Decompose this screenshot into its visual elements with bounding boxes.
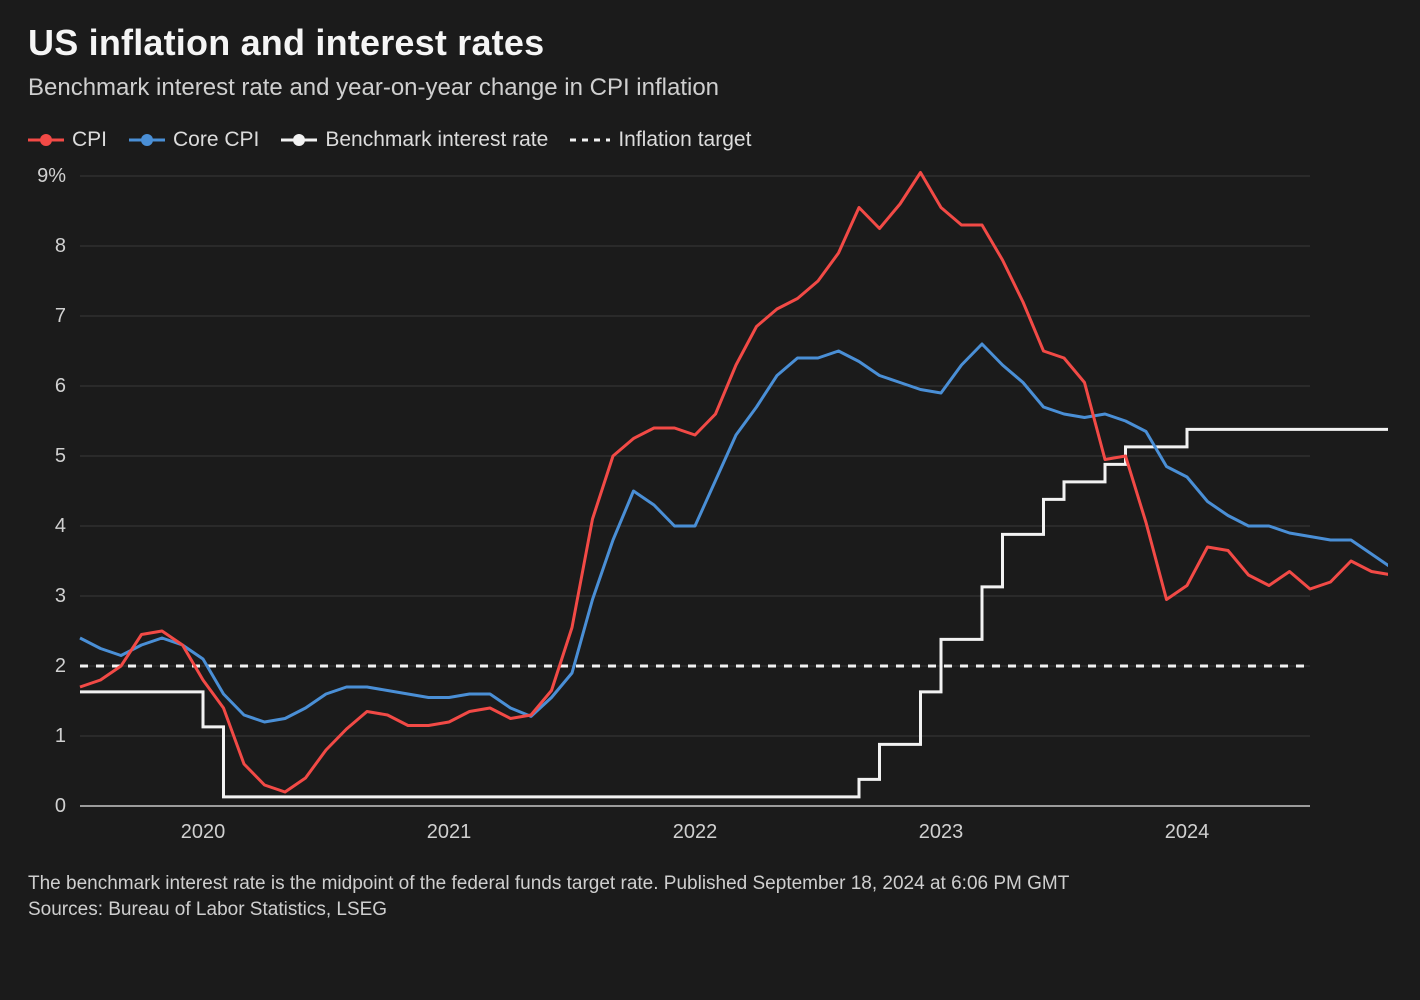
legend-swatch-rate (281, 133, 317, 147)
legend-label-core: Core CPI (173, 128, 259, 152)
legend-item-cpi: CPI (28, 128, 107, 152)
chart-svg: 0123456789%202020212022202320244.883.22.… (28, 166, 1388, 850)
legend-label-target: Inflation target (618, 128, 751, 152)
svg-text:4: 4 (55, 515, 66, 537)
svg-text:1: 1 (55, 725, 66, 747)
svg-text:8: 8 (55, 235, 66, 257)
note-line-1: The benchmark interest rate is the midpo… (28, 871, 1392, 897)
legend-swatch-core (129, 133, 165, 147)
chart-title: US inflation and interest rates (28, 22, 1392, 64)
svg-text:2: 2 (55, 655, 66, 677)
legend-item-core: Core CPI (129, 128, 259, 152)
svg-text:2024: 2024 (1165, 821, 1210, 843)
legend-swatch-cpi (28, 133, 64, 147)
note-line-2: Sources: Bureau of Labor Statistics, LSE… (28, 897, 1392, 923)
svg-text:6: 6 (55, 375, 66, 397)
svg-text:3: 3 (55, 585, 66, 607)
legend-item-rate: Benchmark interest rate (281, 128, 548, 152)
svg-text:2022: 2022 (673, 821, 718, 843)
svg-text:7: 7 (55, 305, 66, 327)
svg-text:2021: 2021 (427, 821, 472, 843)
svg-text:0: 0 (55, 795, 66, 817)
legend-swatch-target (570, 133, 610, 147)
legend-item-target: Inflation target (570, 128, 751, 152)
chart-subtitle: Benchmark interest rate and year-on-year… (28, 74, 1392, 102)
legend-label-cpi: CPI (72, 128, 107, 152)
svg-text:5: 5 (55, 445, 66, 467)
svg-text:9%: 9% (37, 166, 66, 187)
chart: 0123456789%202020212022202320244.883.22.… (28, 166, 1392, 855)
svg-text:2020: 2020 (181, 821, 226, 843)
legend-label-rate: Benchmark interest rate (325, 128, 548, 152)
chart-notes: The benchmark interest rate is the midpo… (28, 871, 1392, 922)
legend: CPI Core CPI Benchmark interest rate Inf… (28, 128, 1392, 152)
svg-text:2023: 2023 (919, 821, 964, 843)
